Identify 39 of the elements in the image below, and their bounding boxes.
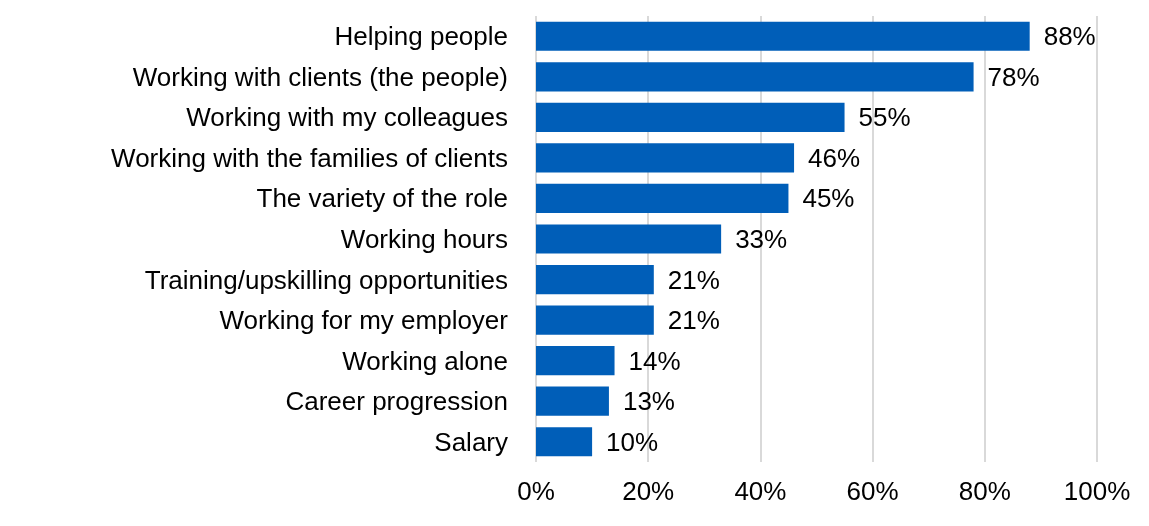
- bar: [536, 62, 974, 92]
- y-tick-label: Working alone: [342, 345, 508, 376]
- x-tick-label: 60%: [846, 476, 899, 506]
- bar: [536, 143, 795, 173]
- y-tick-label: Training/upskilling opportunities: [144, 264, 508, 295]
- data-label: 21%: [667, 305, 720, 336]
- data-label: 13%: [622, 386, 675, 417]
- data-label: 33%: [735, 224, 788, 254]
- y-tick-label: Working hours: [340, 224, 508, 254]
- bar: [536, 21, 1030, 51]
- bar: [536, 386, 609, 416]
- data-label: 46%: [808, 142, 861, 173]
- y-tick-label: Salary: [434, 426, 508, 457]
- data-label: 14%: [628, 345, 681, 376]
- y-tick-label: Career progression: [285, 386, 508, 417]
- y-tick-label: Helping people: [334, 21, 508, 52]
- y-tick-label: Working with clients (the people): [132, 61, 508, 92]
- y-tick-label: Working for my employer: [219, 305, 509, 336]
- data-label: 10%: [606, 426, 659, 457]
- bar: [536, 224, 722, 254]
- data-label: 21%: [667, 264, 720, 295]
- y-tick-label: The variety of the role: [256, 183, 508, 214]
- x-tick-label: 0%: [517, 476, 555, 506]
- x-tick-label: 40%: [734, 476, 787, 506]
- bar: [536, 264, 654, 295]
- bar: [536, 346, 615, 376]
- y-tick-label: Working with my colleagues: [186, 102, 508, 133]
- data-label: 45%: [802, 183, 855, 214]
- x-tick-label: 20%: [622, 476, 675, 506]
- bar: [536, 305, 654, 335]
- x-tick-label: 100%: [1063, 476, 1131, 506]
- data-label: 78%: [987, 61, 1040, 92]
- bar: [536, 427, 593, 457]
- bar: [536, 102, 845, 132]
- y-tick-label: Working with the families of clients: [111, 142, 508, 173]
- bar: [536, 183, 789, 214]
- data-label: 55%: [858, 102, 911, 133]
- data-label: 88%: [1043, 21, 1096, 52]
- x-tick-label: 80%: [958, 476, 1011, 506]
